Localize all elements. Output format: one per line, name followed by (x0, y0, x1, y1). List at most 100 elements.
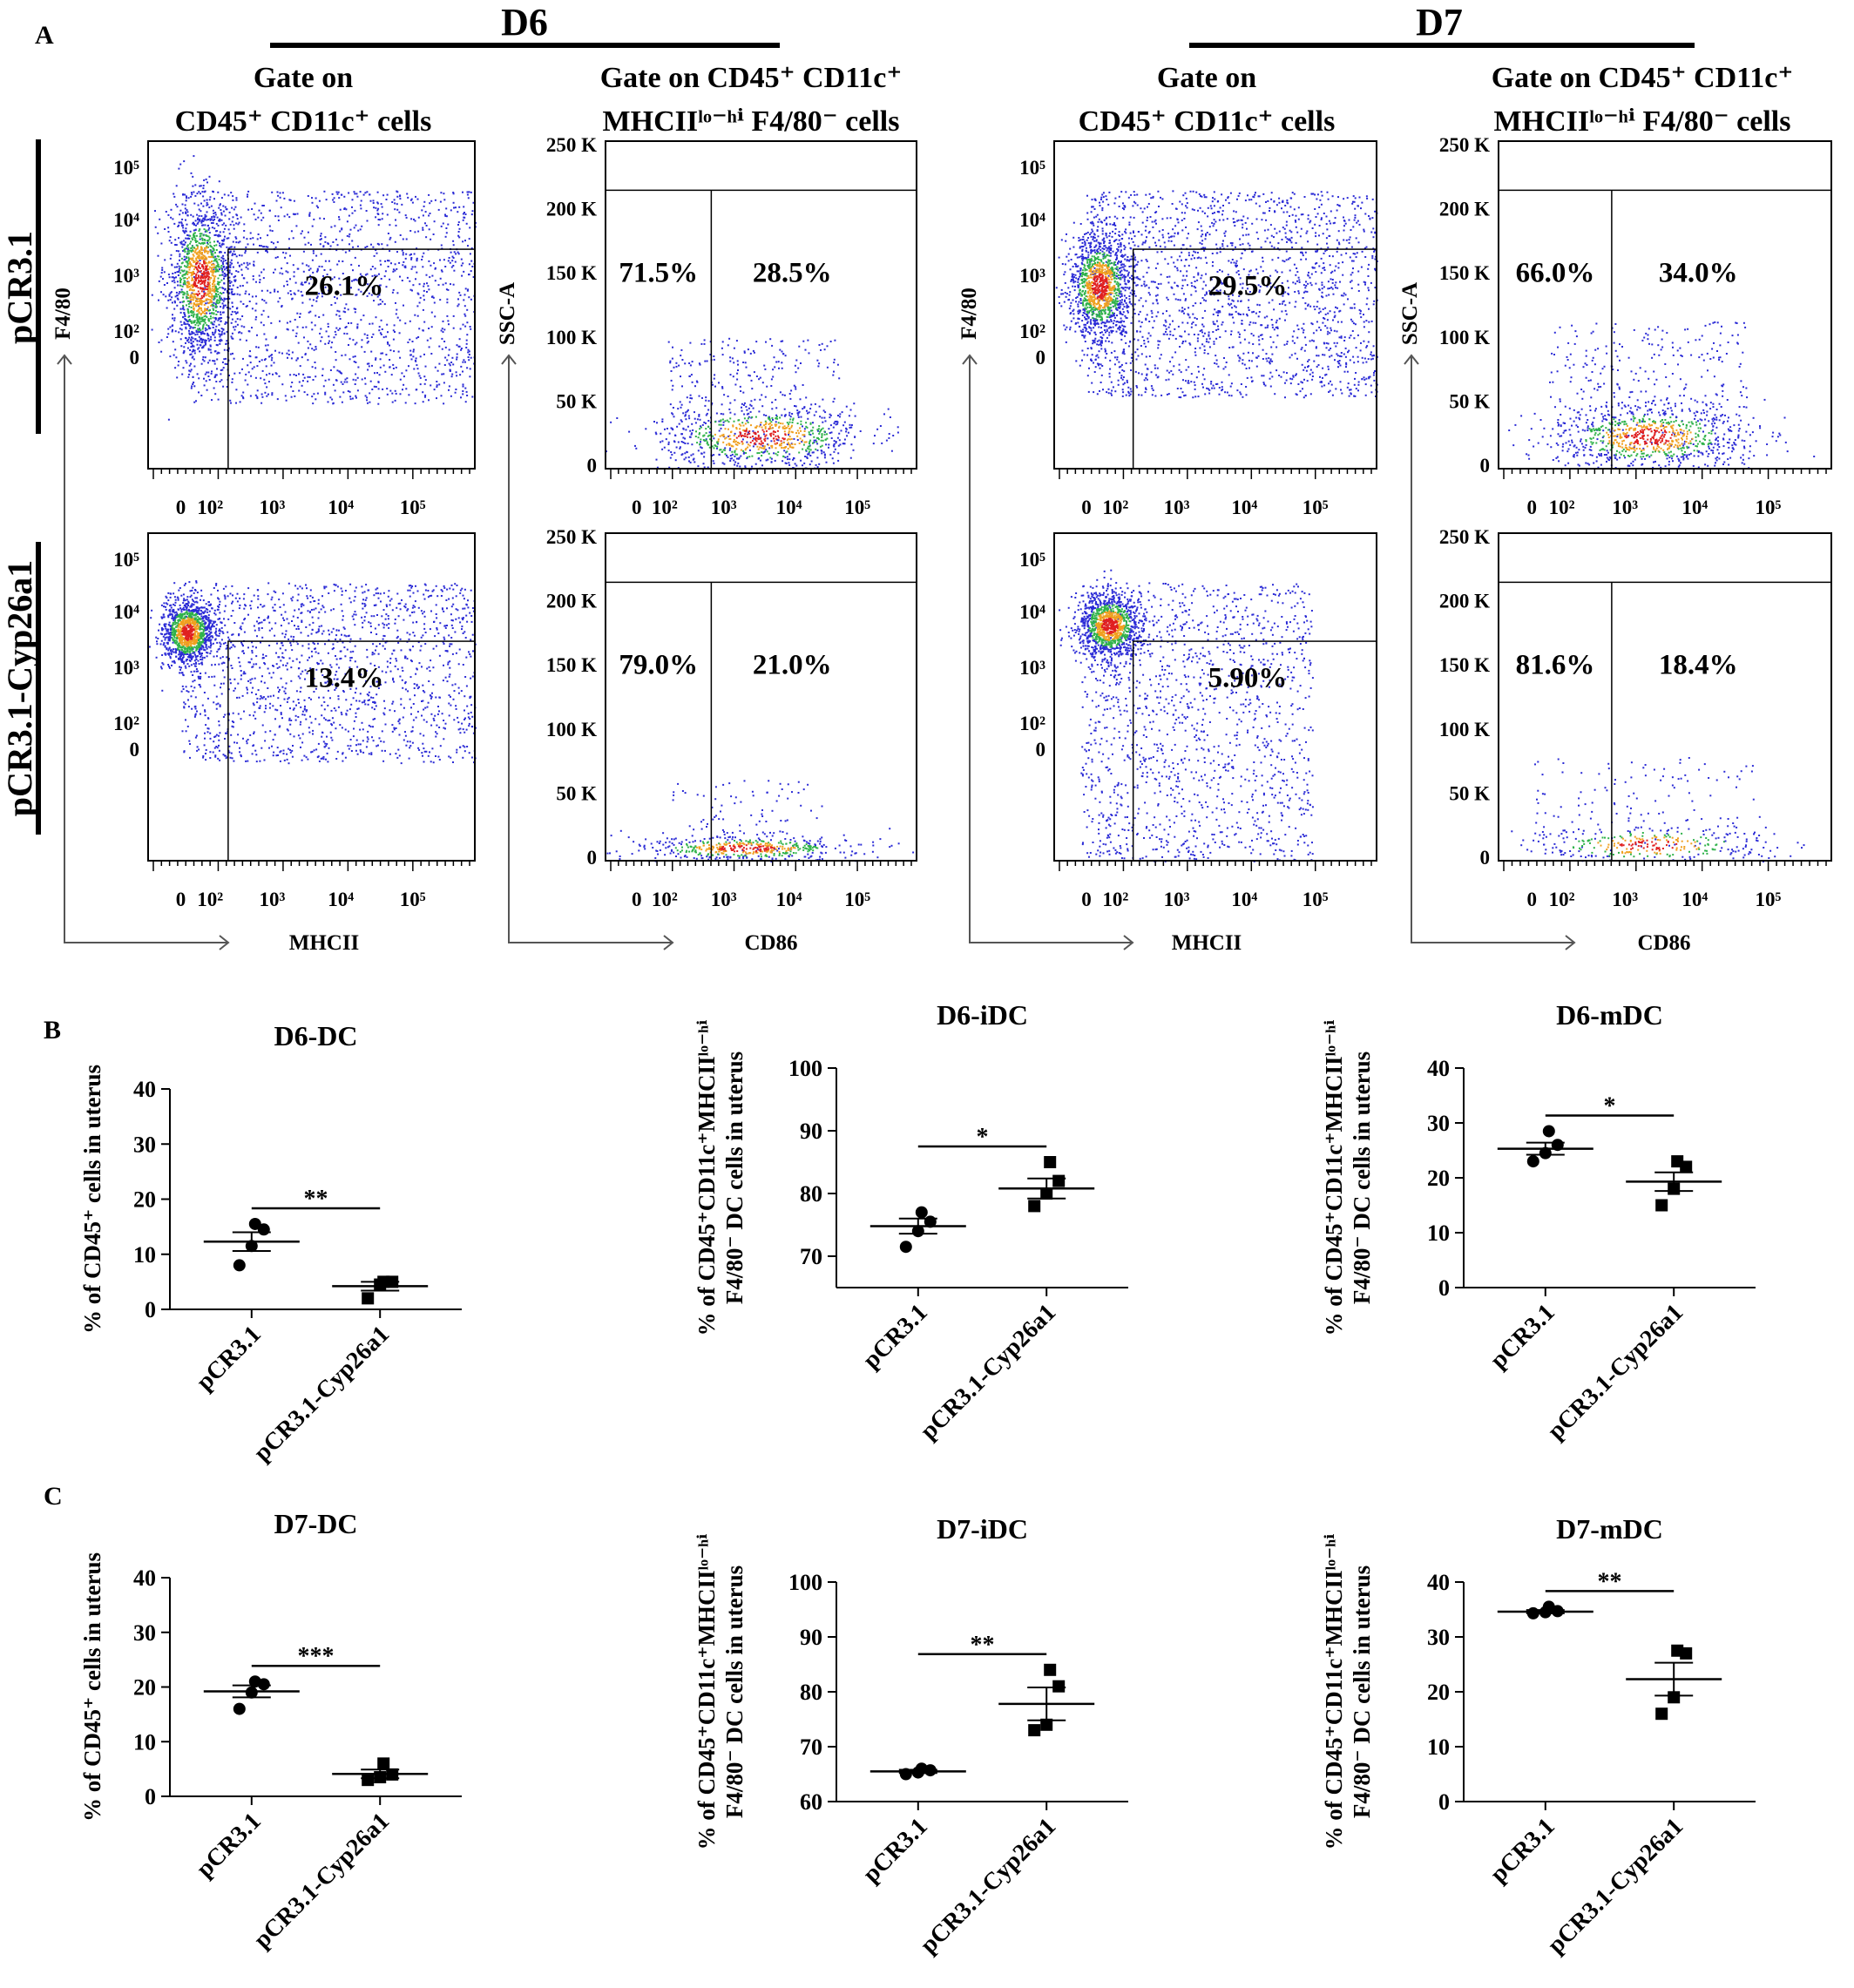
event-dot (186, 214, 189, 217)
event-dot (212, 190, 214, 193)
event-dot (470, 328, 472, 330)
event-dot (472, 201, 475, 204)
event-dot (465, 222, 468, 225)
event-dot (189, 348, 192, 351)
event-dot (1108, 372, 1111, 375)
event-dot (813, 436, 815, 438)
event-dot (201, 347, 203, 349)
event-dot (1313, 267, 1316, 269)
event-dot (207, 295, 210, 297)
event-dot (316, 270, 318, 273)
event-dot (468, 191, 470, 193)
event-dot (369, 268, 372, 271)
event-dot (1121, 352, 1124, 355)
event-dot (1256, 303, 1259, 306)
event-dot (186, 322, 189, 325)
event-dot (759, 376, 761, 379)
event-dot (721, 347, 723, 349)
event-dot (319, 217, 321, 220)
event-dot (191, 193, 193, 196)
event-dot (221, 369, 224, 371)
event-dot (436, 381, 438, 382)
event-dot (352, 246, 355, 248)
event-dot (307, 231, 309, 233)
event-dot (1221, 381, 1223, 383)
event-dot (456, 375, 458, 377)
event-dot (1113, 222, 1115, 225)
event-dot (261, 393, 263, 396)
event-dot (416, 364, 418, 367)
event-dot (158, 280, 160, 282)
event-dot (748, 430, 751, 432)
event-dot (788, 443, 790, 446)
event-dot (770, 435, 772, 437)
event-dot (349, 398, 352, 401)
event-dot (783, 425, 786, 428)
event-dot (743, 402, 746, 404)
event-dot (281, 352, 283, 355)
x-tick-marks (610, 469, 912, 479)
event-dot (201, 296, 204, 299)
event-dot (274, 268, 276, 271)
event-dot (1125, 232, 1127, 234)
event-dot (685, 418, 687, 421)
event-dot (1248, 270, 1251, 273)
event-dot (196, 300, 199, 302)
event-dot (243, 223, 246, 226)
event-dot (270, 321, 273, 324)
event-dot (819, 445, 822, 448)
event-dot (802, 448, 804, 450)
event-dot (190, 247, 193, 249)
event-dot (222, 304, 225, 307)
event-dot (183, 244, 186, 247)
event-dot (788, 411, 791, 414)
event-dot (1107, 274, 1110, 277)
event-dot (184, 281, 186, 283)
event-dot (214, 317, 217, 319)
event-dot (834, 421, 836, 423)
event-dot (681, 433, 683, 436)
event-dot (1283, 260, 1286, 263)
event-dot (181, 285, 184, 287)
event-dot (182, 283, 185, 286)
event-dot (193, 308, 195, 310)
event-dot (788, 432, 790, 435)
event-dot (1364, 256, 1367, 258)
event-dot (686, 410, 688, 413)
event-dot (235, 199, 238, 201)
event-dot (803, 435, 806, 437)
event-dot (451, 260, 454, 262)
event-dot (365, 210, 368, 212)
event-dot (451, 356, 454, 359)
event-dot (1254, 193, 1256, 196)
event-dot (1343, 229, 1345, 232)
event-dot (768, 447, 771, 450)
event-dot (1237, 219, 1240, 221)
event-dot (745, 447, 748, 450)
y-tick-label: 0 (130, 347, 140, 369)
event-dot (1098, 300, 1100, 302)
event-dot (797, 411, 800, 414)
event-dot (343, 195, 346, 198)
event-dot (200, 249, 203, 251)
event-dot (180, 221, 183, 224)
event-dot (720, 419, 722, 422)
event-dot (387, 260, 389, 262)
event-dot (1286, 342, 1289, 345)
event-dot (341, 372, 343, 375)
event-dot (207, 273, 210, 275)
event-dot (312, 402, 315, 405)
event-dot (372, 202, 375, 204)
flow-events (151, 155, 477, 421)
event-dot (198, 298, 200, 300)
event-dot (249, 350, 251, 353)
event-dot (768, 417, 771, 420)
event-dot (1188, 342, 1191, 345)
event-dot (409, 320, 411, 322)
event-dot (220, 297, 222, 300)
event-dot (179, 221, 180, 224)
event-dot (1230, 302, 1233, 305)
event-dot (741, 422, 744, 424)
event-dot (1113, 224, 1116, 226)
event-dot (792, 419, 795, 422)
